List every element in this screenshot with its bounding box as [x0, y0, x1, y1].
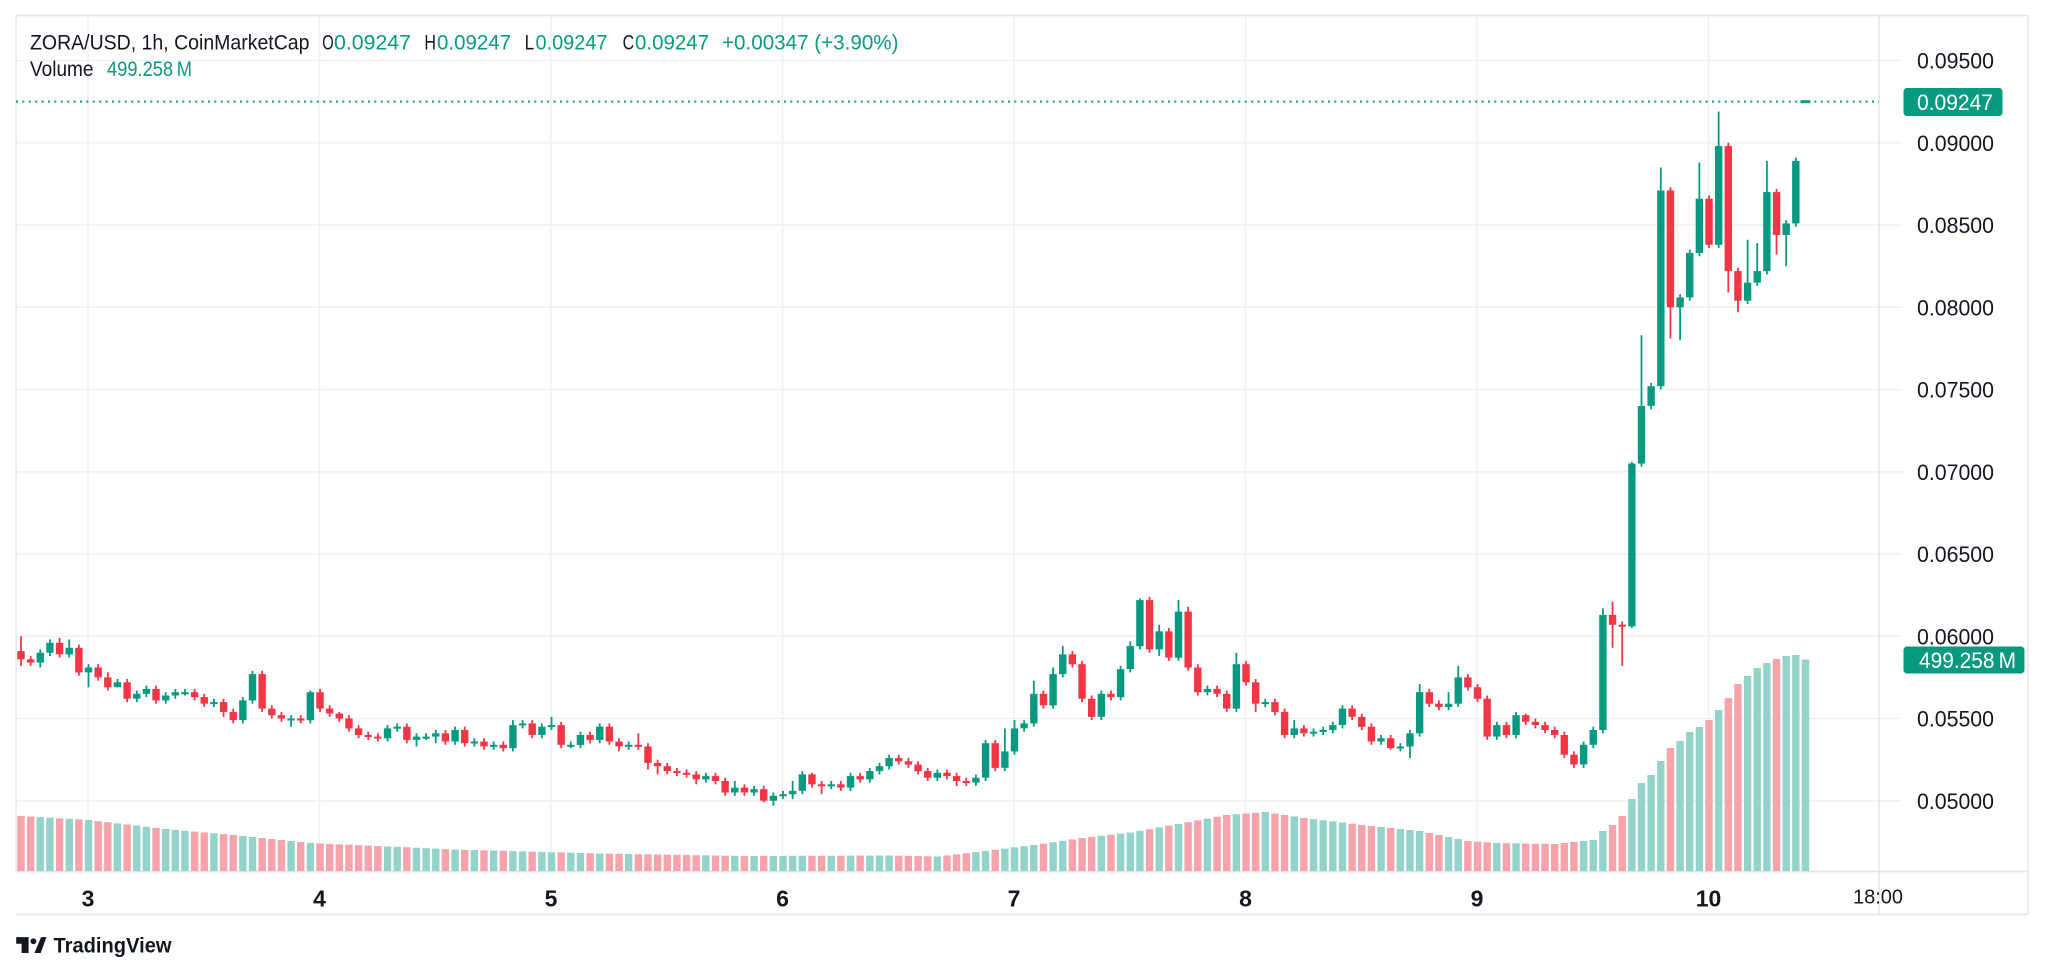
svg-text:0.09247: 0.09247: [334, 32, 411, 55]
svg-text:0.05500: 0.05500: [1917, 707, 1994, 732]
svg-text:Volume: Volume: [30, 58, 94, 81]
svg-text:0.07000: 0.07000: [1917, 460, 1994, 485]
svg-text:0.08000: 0.08000: [1917, 295, 1994, 320]
svg-text:8: 8: [1239, 885, 1252, 911]
svg-text:0.09247: 0.09247: [437, 32, 511, 55]
svg-text:+0.00347 (+3.90%): +0.00347 (+3.90%): [722, 32, 899, 55]
svg-text:ZORA/USD, 1h, CoinMarketCap: ZORA/USD, 1h, CoinMarketCap: [30, 32, 310, 55]
svg-text:10: 10: [1696, 885, 1722, 911]
svg-text:4: 4: [313, 885, 326, 911]
svg-text:0.05000: 0.05000: [1917, 789, 1994, 814]
svg-text:0.09000: 0.09000: [1917, 131, 1994, 156]
svg-text:0.09247: 0.09247: [1917, 90, 1993, 115]
svg-text:0.07500: 0.07500: [1917, 378, 1994, 403]
svg-text:0.06000: 0.06000: [1917, 624, 1994, 649]
svg-text:TradingView: TradingView: [54, 934, 172, 958]
svg-text:18:00: 18:00: [1853, 887, 1903, 909]
svg-text:3: 3: [82, 885, 95, 911]
svg-text:C: C: [623, 32, 635, 55]
svg-text:499.258 M: 499.258 M: [1919, 648, 2016, 673]
svg-text:0.08500: 0.08500: [1917, 213, 1994, 238]
svg-text:O: O: [322, 32, 334, 55]
svg-text:499.258 M: 499.258 M: [107, 58, 192, 81]
svg-text:0.09247: 0.09247: [635, 32, 709, 55]
svg-text:9: 9: [1471, 885, 1484, 911]
svg-text:H: H: [424, 32, 436, 55]
svg-text:0.06500: 0.06500: [1917, 542, 1994, 567]
svg-text:7: 7: [1008, 885, 1021, 911]
svg-text:0.09500: 0.09500: [1917, 49, 1994, 74]
svg-text:5: 5: [545, 885, 558, 911]
svg-text:0.09247: 0.09247: [536, 32, 608, 55]
svg-text:6: 6: [776, 885, 789, 911]
svg-text:L: L: [525, 32, 535, 55]
